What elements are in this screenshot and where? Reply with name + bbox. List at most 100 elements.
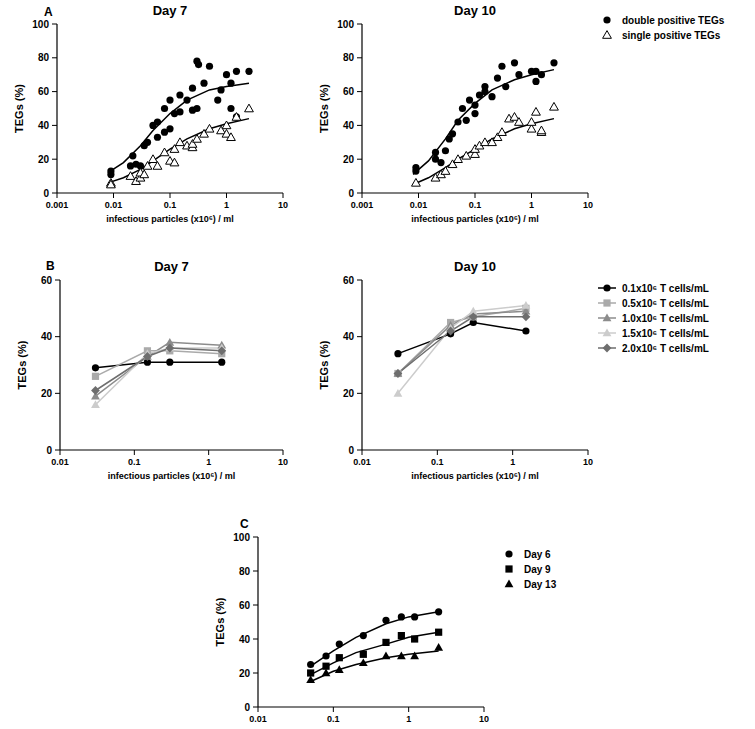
- x-tick: [113, 193, 114, 198]
- chart: 02040600.010.1110infectious particles (x…: [318, 259, 709, 481]
- legend-label: 0.1x10⁶ T cells/mL: [622, 283, 709, 294]
- x-tick: [333, 707, 334, 712]
- marker: [411, 635, 418, 642]
- y-axis: [257, 537, 258, 707]
- marker: [176, 108, 183, 115]
- panel-label: C: [240, 517, 249, 531]
- panel-label: B: [46, 259, 55, 273]
- marker: [129, 152, 136, 159]
- x-tick-label: 10: [583, 457, 593, 467]
- marker: [107, 171, 114, 178]
- y-tick-label: 40: [38, 120, 50, 131]
- title: Day 10: [454, 259, 496, 274]
- marker: [227, 105, 234, 112]
- x-tick: [588, 450, 589, 455]
- y-tick: [52, 159, 57, 160]
- marker: [107, 180, 116, 188]
- y-tick: [52, 24, 57, 25]
- y-tick-label: 100: [32, 19, 49, 30]
- x-axis-label: infectious particles (x10⁶) / ml: [411, 214, 539, 224]
- marker: [92, 373, 99, 380]
- marker: [233, 113, 240, 120]
- marker: [217, 346, 226, 355]
- marker: [153, 162, 162, 170]
- x-tick-label: 0.1: [128, 457, 141, 467]
- y-tick: [55, 450, 60, 451]
- series-line: [311, 651, 439, 682]
- marker: [217, 86, 224, 93]
- marker: [140, 170, 149, 178]
- y-tick-label: 60: [343, 275, 355, 286]
- y-tick: [253, 537, 258, 538]
- marker: [206, 63, 213, 70]
- legend-label: 1.5x10⁶ T cells/mL: [622, 328, 709, 339]
- marker: [494, 74, 501, 81]
- legend-label: single positive TEGs: [622, 30, 721, 41]
- series-line: [398, 323, 526, 354]
- marker: [189, 85, 196, 92]
- marker: [394, 389, 403, 397]
- marker: [336, 641, 343, 648]
- marker: [603, 344, 612, 353]
- marker: [176, 91, 183, 98]
- marker: [462, 151, 471, 159]
- marker: [306, 675, 315, 683]
- y-tick: [357, 280, 362, 281]
- marker: [398, 613, 405, 620]
- figure: 0204060801000.0010.010.1110infectious pa…: [0, 0, 755, 729]
- y-axis: [59, 280, 60, 450]
- y-tick-label: 60: [343, 86, 355, 97]
- series-line: [95, 348, 221, 405]
- series-line: [95, 351, 221, 377]
- y-tick-label: 20: [41, 388, 53, 399]
- legend: Day 6Day 9Day 13: [505, 549, 557, 590]
- marker: [454, 118, 461, 125]
- y-tick: [52, 57, 57, 58]
- y-tick-label: 40: [343, 120, 355, 131]
- x-tick: [208, 450, 209, 455]
- y-tick: [357, 57, 362, 58]
- marker: [394, 369, 403, 378]
- x-tick-label: 0.1: [431, 457, 444, 467]
- marker: [183, 96, 190, 103]
- y-tick-label: 40: [343, 331, 355, 342]
- y-tick: [357, 193, 362, 194]
- y-tick: [357, 450, 362, 451]
- marker: [92, 364, 99, 371]
- marker: [232, 113, 241, 121]
- marker: [511, 59, 518, 66]
- chart: 02040600.010.1110infectious particles (x…: [16, 259, 288, 481]
- marker: [176, 138, 185, 146]
- legend-label: double positive TEGs: [622, 15, 725, 26]
- marker: [382, 639, 389, 646]
- x-tick: [283, 450, 284, 455]
- y-tick-label: 0: [348, 445, 354, 456]
- y-tick-label: 100: [337, 19, 354, 30]
- x-tick-label: 0.01: [249, 714, 267, 724]
- x-tick: [512, 450, 513, 455]
- marker: [515, 71, 522, 78]
- plot-area: [394, 301, 531, 397]
- y-tick-label: 20: [343, 154, 355, 165]
- x-tick-label: 10: [278, 200, 288, 210]
- marker: [459, 105, 466, 112]
- x-axis: [60, 449, 283, 450]
- x-tick-label: 10: [479, 714, 489, 724]
- marker: [505, 580, 514, 588]
- y-tick: [253, 605, 258, 606]
- marker: [603, 314, 612, 322]
- marker: [205, 124, 214, 132]
- marker: [245, 104, 254, 112]
- y-tick-label: 80: [343, 52, 355, 63]
- y-tick-label: 0: [46, 445, 52, 456]
- marker: [166, 359, 173, 366]
- y-axis: [361, 280, 362, 450]
- marker: [603, 16, 610, 23]
- y-tick: [253, 571, 258, 572]
- x-tick: [531, 193, 532, 198]
- marker: [432, 149, 439, 156]
- marker: [233, 68, 240, 75]
- y-tick: [55, 336, 60, 337]
- x-axis-label: infectious particles (x10⁶) / ml: [307, 728, 435, 729]
- marker: [449, 130, 456, 137]
